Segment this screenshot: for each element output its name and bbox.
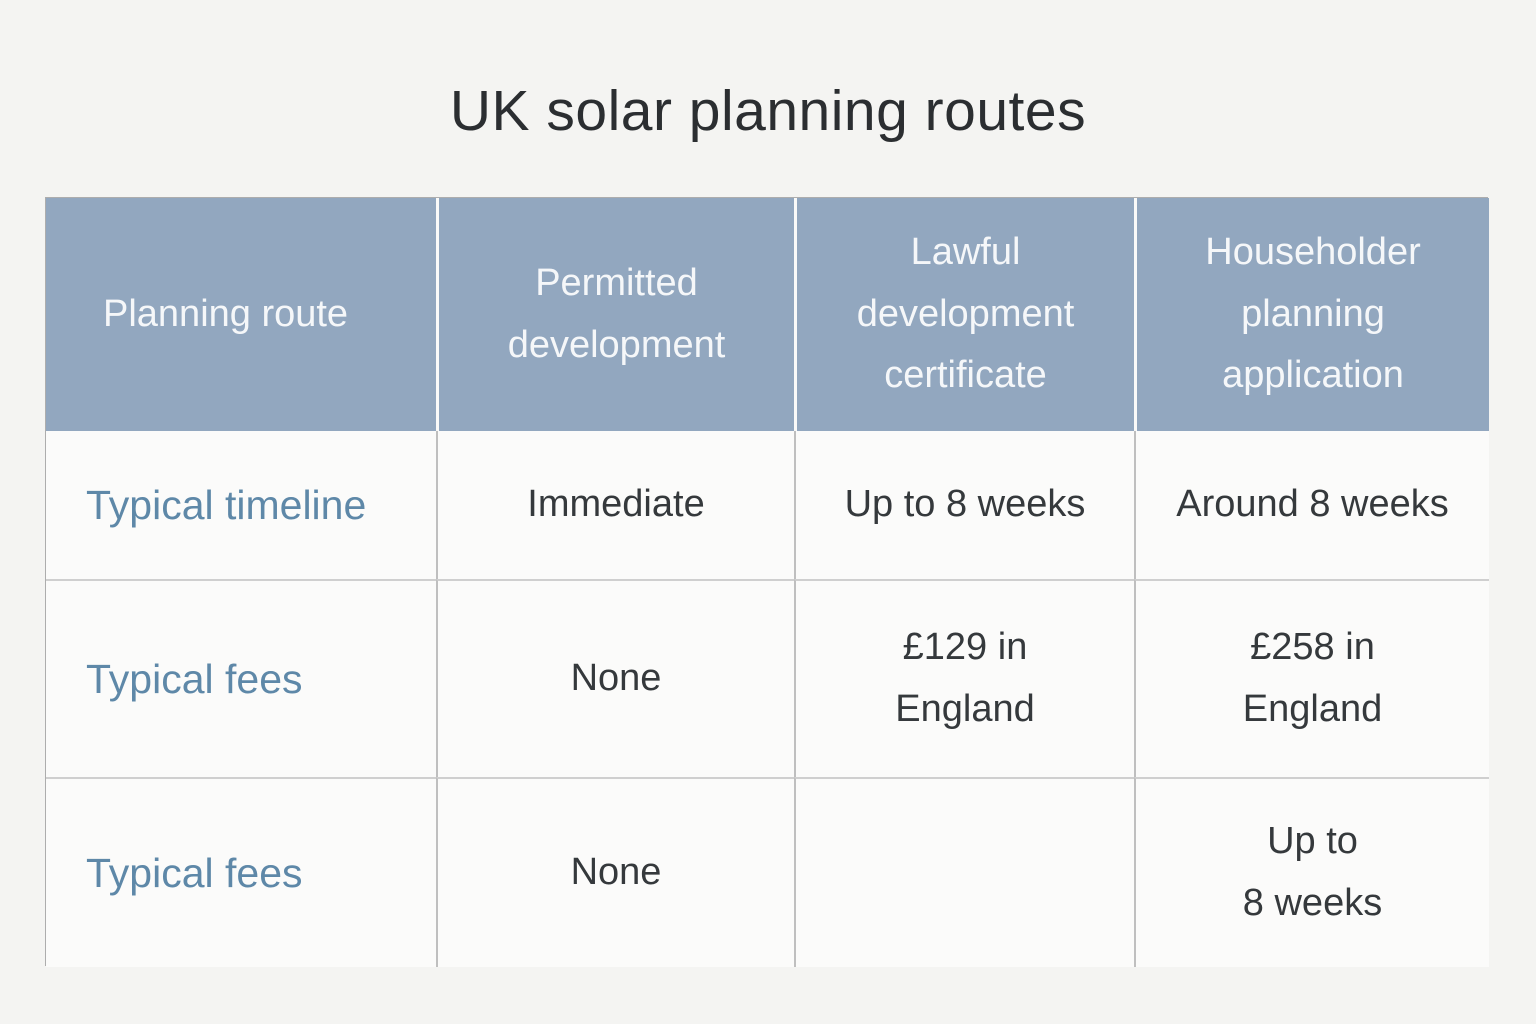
header-cell-lawful-development-certificate: Lawful development certificate (794, 198, 1134, 431)
planning-routes-table: Planning route Permitted development Law… (45, 197, 1489, 967)
row-label-typical-timeline: Typical timeline (46, 431, 436, 579)
cell-timeline-permitted-development: Immediate (436, 431, 794, 579)
header-cell-permitted-development: Permitted development (436, 198, 794, 431)
cell-timeline-householder-planning-application: Around 8 weeks (1134, 431, 1489, 579)
cell-fees2-permitted-development: None (436, 777, 794, 967)
header-cell-householder-planning-application: Householder planning application (1134, 198, 1489, 431)
cell-fees-lawful-development-certificate: £129 in England (794, 579, 1134, 777)
row-label-typical-fees-2: Typical fees (46, 777, 436, 967)
page-title: UK solar planning routes (449, 79, 1087, 143)
row-label-typical-fees: Typical fees (46, 579, 436, 777)
cell-fees2-lawful-development-certificate (794, 777, 1134, 967)
cell-fees-permitted-development: None (436, 579, 794, 777)
header-cell-planning-route: Planning route (46, 198, 436, 431)
cell-timeline-lawful-development-certificate: Up to 8 weeks (794, 431, 1134, 579)
cell-fees2-householder-planning-application: Up to 8 weeks (1134, 777, 1489, 967)
cell-fees-householder-planning-application: £258 in England (1134, 579, 1489, 777)
